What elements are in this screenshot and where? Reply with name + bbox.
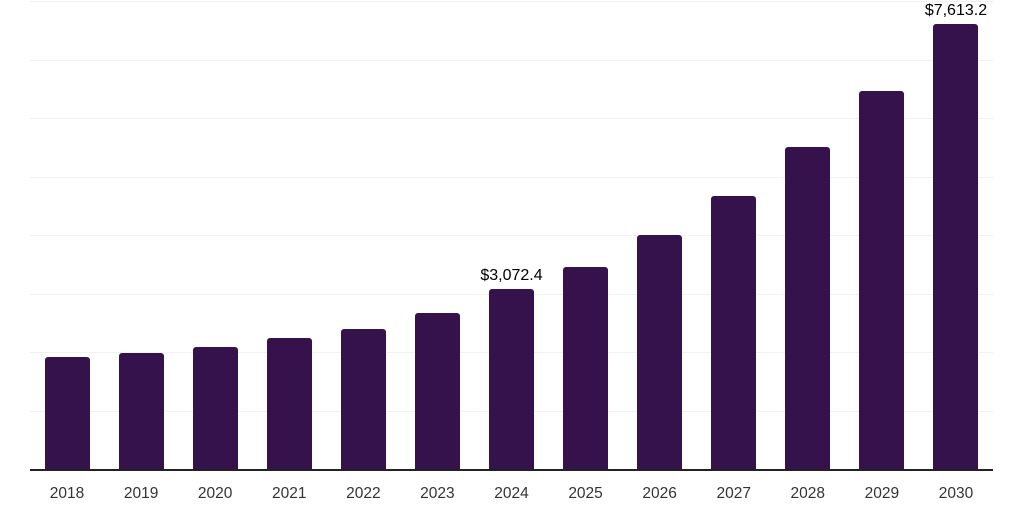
bar-2023 <box>414 313 460 469</box>
bar-2028 <box>785 147 831 469</box>
bar-2025 <box>563 266 609 469</box>
x-tick-label-2024: 2024 <box>494 485 529 502</box>
bar-2026 <box>637 235 683 469</box>
x-tick-label-2027: 2027 <box>716 485 751 502</box>
x-tick-label-2029: 2029 <box>864 485 900 502</box>
bar-2019 <box>118 353 164 469</box>
gridline-8000 <box>30 1 993 2</box>
x-tick-label-2021: 2021 <box>272 485 307 502</box>
data-label-2030: $7,613.2 <box>924 1 988 19</box>
x-tick-label-2026: 2026 <box>642 485 677 502</box>
gridline-4000 <box>30 235 993 236</box>
x-tick-label-2022: 2022 <box>346 485 381 502</box>
bar-2029 <box>859 91 905 469</box>
gridline-7000 <box>30 59 993 61</box>
x-tick-label-2019: 2019 <box>123 485 159 502</box>
bar-2018 <box>44 356 90 469</box>
bar-2020 <box>192 346 238 469</box>
gridline-6000 <box>30 118 993 119</box>
bar-2027 <box>711 195 757 469</box>
x-axis-line <box>30 469 993 471</box>
data-label-2024: $3,072.4 <box>480 267 543 285</box>
gridline-5000 <box>30 176 993 178</box>
bar-2021 <box>266 338 312 469</box>
x-tick-label-2025: 2025 <box>568 485 603 502</box>
bar-2022 <box>340 328 386 469</box>
x-tick-label-2018: 2018 <box>49 485 85 502</box>
x-tick-label-2020: 2020 <box>197 485 233 502</box>
bar-2030 <box>933 23 979 469</box>
bar-2024 <box>489 289 534 469</box>
x-tick-label-2030: 2030 <box>938 485 974 502</box>
x-tick-label-2028: 2028 <box>790 485 826 502</box>
x-tick-label-2023: 2023 <box>420 485 455 502</box>
